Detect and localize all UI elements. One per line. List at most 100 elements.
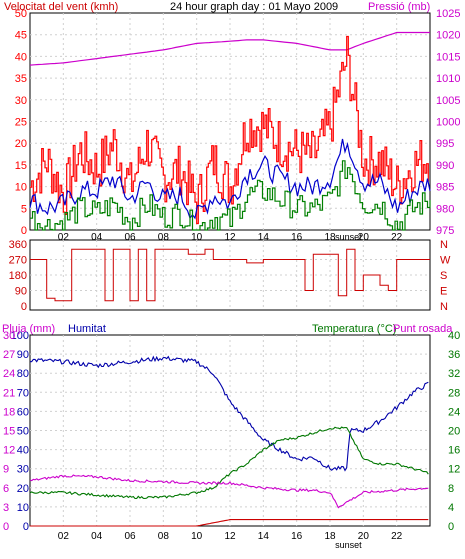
compass-tick-label: N xyxy=(440,301,448,313)
x-tick-label-wind: 08 xyxy=(158,232,170,243)
humidity-y-tick-label: 90 xyxy=(17,349,29,361)
rain-y-tick-label: 24 xyxy=(3,368,15,380)
temperature-axis-title: Temperatura (°C) xyxy=(312,323,396,335)
pressure-y-tick-label: 995 xyxy=(436,138,454,150)
axis-layer: 0202040406060808101012121414161618182020… xyxy=(3,8,460,550)
x-tick-label-temp: 16 xyxy=(291,531,303,542)
humidity-axis-title: Humitat xyxy=(68,323,106,335)
temperature-line xyxy=(29,426,429,500)
direction-y-tick-label: 90 xyxy=(15,286,27,298)
rain-y-tick-label: 0 xyxy=(3,521,9,533)
pressure-y-tick-label: 990 xyxy=(436,160,454,172)
x-tick-label-temp: 18 xyxy=(324,531,336,542)
wind-axis-title: Velocitat del vent (kmh) xyxy=(4,1,118,13)
humidity-y-tick-label: 20 xyxy=(17,483,29,495)
humidity-y-tick-label: 80 xyxy=(17,368,29,380)
x-tick-label-temp: 12 xyxy=(224,531,236,542)
x-tick-label-temp: 22 xyxy=(391,531,403,542)
x-tick-label-wind: 18 xyxy=(324,232,336,243)
wind-y-tick-label: 35 xyxy=(15,73,27,85)
wind-direction-line xyxy=(30,248,430,302)
rain-y-tick-label: 30 xyxy=(3,330,15,342)
temperature-y-tick-label: 16 xyxy=(448,445,460,457)
pressure-y-tick-label: 1025 xyxy=(436,8,460,20)
x-tick-label-temp: 14 xyxy=(258,531,270,542)
x-tick-label-wind: 02 xyxy=(58,232,70,243)
x-tick-label-temp: 10 xyxy=(191,531,203,542)
sunset-label-wind: sunset xyxy=(335,232,362,242)
temperature-y-tick-label: 12 xyxy=(448,464,460,476)
x-tick-label-wind: 14 xyxy=(258,232,270,243)
temperature-y-tick-label: 8 xyxy=(448,483,454,495)
x-tick-label-temp: 08 xyxy=(158,531,170,542)
direction-y-tick-label: 360 xyxy=(9,239,27,251)
temperature-y-tick-label: 36 xyxy=(448,349,460,361)
wind-y-tick-label: 50 xyxy=(15,8,27,20)
direction-y-tick-label: 270 xyxy=(9,255,27,267)
pressure-line xyxy=(29,31,430,66)
wind-y-tick-label: 40 xyxy=(15,51,27,63)
x-tick-label-wind: 12 xyxy=(224,232,236,243)
dewpoint-axis-title: Punt rosada xyxy=(393,323,453,335)
dewpoint-line xyxy=(29,474,429,509)
pressure-y-tick-label: 1000 xyxy=(436,117,460,129)
x-tick-label-wind: 10 xyxy=(191,232,203,243)
wind-average-line xyxy=(29,138,431,220)
humidity-y-tick-label: 30 xyxy=(17,464,29,476)
humidity-y-tick-label: 60 xyxy=(17,406,29,418)
pressure-axis-title: Pressió (mb) xyxy=(368,1,430,13)
compass-tick-label: N xyxy=(440,239,448,251)
pressure-y-tick-label: 1010 xyxy=(436,73,460,85)
wind-y-tick-label: 10 xyxy=(15,182,27,194)
temperature-y-tick-label: 4 xyxy=(448,502,454,514)
wind-y-tick-label: 15 xyxy=(15,160,27,172)
direction-y-tick-label: 180 xyxy=(9,270,27,282)
x-tick-label-wind: 06 xyxy=(124,232,136,243)
pressure-y-tick-label: 1015 xyxy=(436,51,460,63)
rain-y-tick-label: 9 xyxy=(3,464,9,476)
temperature-y-tick-label: 20 xyxy=(448,426,460,438)
rain-y-tick-label: 12 xyxy=(3,445,15,457)
humidity-y-tick-label: 70 xyxy=(17,387,29,399)
rain-y-tick-label: 6 xyxy=(3,483,9,495)
pressure-y-tick-label: 985 xyxy=(436,182,454,194)
temperature-y-tick-label: 24 xyxy=(448,406,460,418)
compass-tick-label: W xyxy=(440,255,451,267)
humidity-y-tick-label: 40 xyxy=(17,445,29,457)
x-tick-label-wind: 22 xyxy=(391,232,403,243)
pressure-y-tick-label: 980 xyxy=(436,203,454,215)
temperature-y-tick-label: 28 xyxy=(448,387,460,399)
x-tick-label-temp: 20 xyxy=(358,531,370,542)
humidity-y-tick-label: 10 xyxy=(17,502,29,514)
rain-y-tick-label: 21 xyxy=(3,387,15,399)
direction-y-tick-label: 0 xyxy=(21,301,27,313)
x-tick-label-wind: 20 xyxy=(358,232,370,243)
compass-tick-label: E xyxy=(440,286,447,298)
humidity-line xyxy=(29,355,429,472)
x-tick-label-temp: 02 xyxy=(58,531,70,542)
rain-y-tick-label: 3 xyxy=(3,502,9,514)
rain-y-tick-label: 18 xyxy=(3,406,15,418)
series-layer xyxy=(29,31,431,527)
humidity-y-tick-label: 100 xyxy=(11,330,29,342)
wind-min-line xyxy=(30,160,431,231)
chart-title: 24 hour graph day : 01 Mayo 2009 xyxy=(170,1,338,13)
x-tick-label-wind: 16 xyxy=(291,232,303,243)
pressure-y-tick-label: 1020 xyxy=(436,30,460,42)
pressure-y-tick-label: 975 xyxy=(436,225,454,237)
x-tick-label-temp: 06 xyxy=(124,531,136,542)
compass-tick-label: S xyxy=(440,270,447,282)
wind-y-tick-label: 5 xyxy=(21,203,27,215)
rain-axis-title: Pluja (mm) xyxy=(2,323,55,335)
rain-y-tick-label: 15 xyxy=(3,426,15,438)
wind-y-tick-label: 25 xyxy=(15,117,27,129)
wind-y-tick-label: 45 xyxy=(15,30,27,42)
wind-y-tick-label: 20 xyxy=(15,138,27,150)
x-tick-label-temp: 04 xyxy=(91,531,103,542)
pressure-y-tick-label: 1005 xyxy=(436,95,460,107)
temperature-y-tick-label: 40 xyxy=(448,330,460,342)
humidity-y-tick-label: 0 xyxy=(23,521,29,533)
rain-line xyxy=(30,519,429,527)
humidity-y-tick-label: 50 xyxy=(17,426,29,438)
